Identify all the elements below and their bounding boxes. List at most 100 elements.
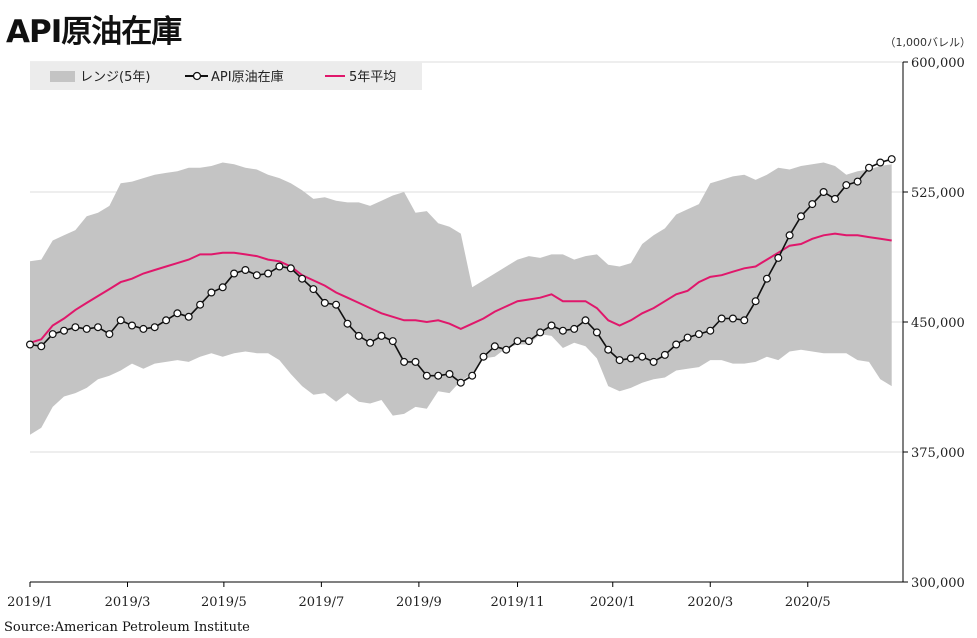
stock-point-55 [649,357,658,366]
stock-point-70 [819,188,828,197]
stock-point-49 [581,316,590,325]
stock-point-46 [547,321,556,330]
average-line [29,232,892,344]
stock-point-1 [37,342,46,351]
x-tick-label-5: 2019/11 [491,595,545,610]
stock-point-5 [82,324,91,333]
chart-title: API原油在庫 [6,14,182,50]
stock-point-71 [830,194,839,203]
stock-point-43 [513,337,522,346]
x-tick-label-8: 2020/5 [785,595,831,610]
y-tick-label-2: 450,000 [911,316,965,331]
legend-background [30,62,422,90]
legend-range-label: レンジ(5年) [80,70,150,85]
y-tick-label-3: 525,000 [911,186,965,201]
stock-point-66 [774,253,783,262]
stock-point-37 [445,370,454,379]
stock-line-layer [26,155,896,387]
y-tick-label-1: 375,000 [911,446,965,461]
stock-point-61 [717,314,726,323]
stock-point-11 [150,323,159,332]
stock-point-48 [570,324,579,333]
x-tick-label-2: 2019/5 [201,595,247,610]
stock-point-72 [842,181,851,190]
average-line-layer [29,232,892,344]
stock-point-17 [218,283,227,292]
stock-point-8 [116,316,125,325]
stock-point-69 [808,200,817,209]
stock-point-59 [694,330,703,339]
stock-point-0 [26,340,35,349]
stock-point-62 [728,314,737,323]
stock-point-6 [93,323,102,332]
stock-point-53 [626,354,635,363]
stock-point-22 [275,262,284,271]
stock-point-47 [558,326,567,335]
stock-point-9 [128,321,137,330]
x-tick-label-6: 2020/1 [590,595,636,610]
legend-stock-label: API原油在庫 [211,70,284,85]
legend-stock-marker [192,71,202,81]
range-band-layer [30,162,892,435]
x-tick-label-0: 2019/1 [7,595,53,610]
stock-point-31 [377,331,386,340]
stock-point-34 [411,357,420,366]
stock-point-15 [196,300,205,309]
stock-point-67 [785,231,794,240]
range-band [30,162,892,435]
x-tick-label-4: 2019/9 [396,595,442,610]
stock-point-58 [683,333,692,342]
legend: レンジ(5年) API原油在庫 5年平均 [30,62,422,90]
stock-point-76 [887,155,896,164]
stock-point-64 [751,297,760,306]
x-tick-label-3: 2019/7 [299,595,345,610]
stock-point-54 [638,352,647,361]
x-tick-label-1: 2019/3 [105,595,151,610]
stock-point-38 [456,378,465,387]
stock-point-32 [388,337,397,346]
stock-point-45 [536,328,545,337]
stock-point-28 [343,319,352,328]
stock-point-29 [354,331,363,340]
stock-point-68 [796,212,805,221]
stock-point-36 [434,371,443,380]
stock-point-73 [853,177,862,186]
stock-point-3 [59,326,68,335]
stock-point-40 [479,352,488,361]
stock-point-10 [139,324,148,333]
stock-point-57 [672,340,681,349]
stock-point-20 [252,271,261,280]
stock-point-27 [332,300,341,309]
stock-point-75 [876,158,885,167]
stock-point-50 [592,328,601,337]
stock-point-26 [320,298,329,307]
stock-point-42 [502,345,511,354]
axis-layer: 300,000 375,000 450,000 525,000 600,000 2019/… [7,56,965,610]
stock-point-4 [71,323,80,332]
stock-point-2 [48,330,57,339]
stock-point-35 [422,371,431,380]
stock-point-19 [241,266,250,275]
stock-point-7 [105,330,114,339]
stock-point-16 [207,288,216,297]
stock-point-18 [230,269,239,278]
stock-point-30 [366,338,375,347]
stock-point-41 [490,342,499,351]
source-note: Source:American Petroleum Institute [4,620,250,635]
y-tick-label-4: 600,000 [911,56,965,71]
y-axis-unit-label: （1,000バレル） [884,36,972,49]
y-tick-label-0: 300,000 [911,576,965,591]
x-tick-label-7: 2020/3 [687,595,733,610]
stock-point-25 [309,285,318,294]
stock-point-56 [660,350,669,359]
stock-point-51 [604,345,613,354]
stock-point-24 [298,274,307,283]
stock-point-39 [468,371,477,380]
stock-point-52 [615,356,624,365]
stock-point-65 [762,274,771,283]
stock-point-74 [864,163,873,172]
stock-point-12 [162,316,171,325]
stock-point-44 [524,337,533,346]
stock-point-63 [740,316,749,325]
